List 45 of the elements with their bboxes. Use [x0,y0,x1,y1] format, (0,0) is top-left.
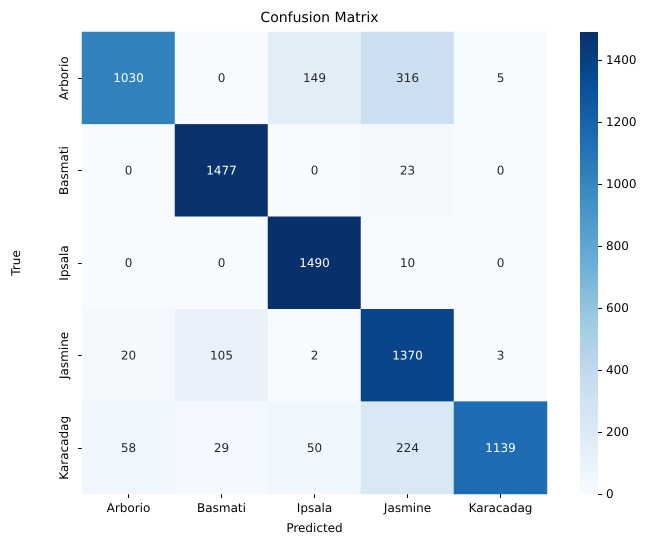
data-label: 149 [303,71,326,86]
data-label: 1490 [299,256,330,270]
color-bar-label: 1400 [606,52,637,67]
data-label: 1370 [392,348,423,362]
color-bar-label: 1200 [606,114,637,129]
data-label: 0 [124,164,132,178]
data-label: 0 [496,256,504,270]
y-tick-label: Arborio [57,56,71,100]
data-label: 50 [306,440,322,455]
x-tick-label: Ipsala [296,501,332,515]
data-label: 58 [120,440,136,455]
data-label: 5 [496,71,504,86]
data-label: 224 [396,440,419,455]
x-tick-label: Karacadag [468,501,532,515]
data-label: 29 [214,440,230,455]
data-label: 316 [396,71,419,86]
data-label: 1030 [113,71,144,86]
data-label: 0 [496,164,504,178]
y-tick-label: Jasmine [57,332,71,380]
data-label: 10 [400,256,416,270]
x-tick-label: Jasmine [382,501,432,515]
color-bar-label: 800 [606,238,629,253]
data-label: 1139 [485,440,516,455]
chart-title: Confusion Matrix [260,10,379,26]
color-bar-label: 600 [606,300,629,315]
x-tick-label: Arborio [106,501,150,515]
data-label: 23 [400,164,416,178]
data-label: 0 [218,71,226,86]
y-tick-label: Basmati [57,146,71,196]
data-label: 0 [218,256,226,270]
color-bar-label: 400 [606,362,629,377]
data-label: 1477 [206,164,237,178]
data-label: 105 [210,348,233,362]
data-label: 0 [310,164,318,178]
color-bar-label: 1000 [606,176,637,191]
color-bar-label: 0 [606,487,614,501]
data-label: 3 [496,348,504,362]
y-axis-title: True [9,250,23,277]
data-label: 0 [124,256,132,270]
data-label: 2 [310,348,318,362]
color-bar-label: 200 [606,424,629,439]
y-tick-label: Ipsala [57,245,71,281]
x-axis-title: Predicted [286,521,343,535]
x-tick-label: Basmati [197,501,246,515]
data-label: 20 [120,348,136,362]
